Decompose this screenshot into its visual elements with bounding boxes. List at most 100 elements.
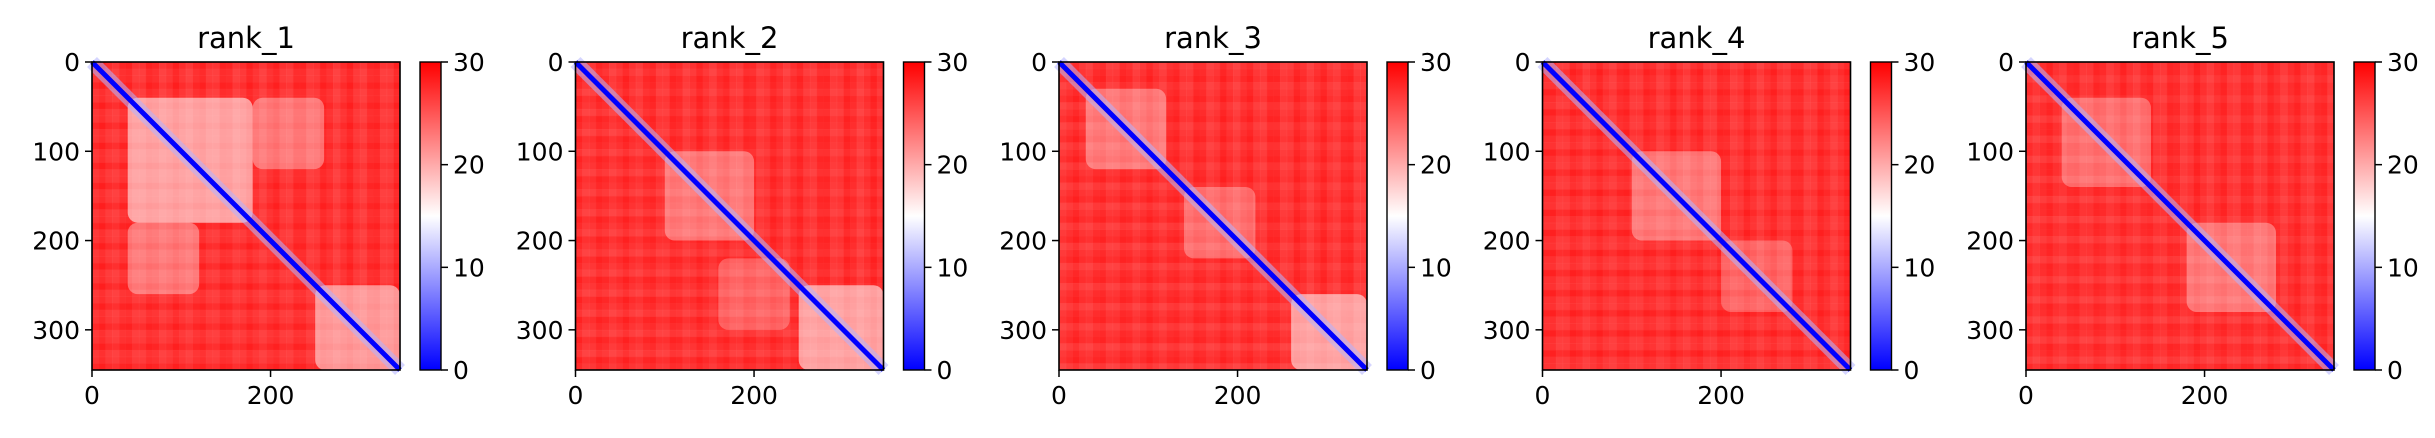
axes-frame [1058, 61, 1368, 371]
heatmap-col-band [2206, 62, 2215, 370]
heatmap-col-band [863, 62, 871, 370]
heatmap-col-band [1166, 62, 1174, 370]
heatmap-col-band [1629, 62, 1637, 370]
heatmap-col-band [2246, 62, 2255, 370]
heatmap-row-band [2026, 68, 2334, 76]
heatmap-col-band [1669, 62, 1678, 370]
colorbar-tick-label: 20 [2387, 151, 2419, 180]
heatmap-row-band [1059, 262, 1367, 271]
heatmap-col-band [1072, 62, 1080, 370]
heatmap-col-band [2153, 62, 2161, 370]
heatmap-row-band [1542, 282, 1851, 291]
heatmap-row-band [575, 189, 884, 197]
heatmap-row-band [1542, 349, 1851, 358]
heatmap-col-band [386, 62, 394, 370]
y-tick-label: 0 [1031, 48, 1047, 77]
heatmap-row-band [1059, 303, 1367, 311]
heatmap-row-band [2026, 242, 2334, 251]
heatmap-row-band [575, 276, 884, 284]
heatmap-col-band [1596, 62, 1604, 370]
heatmap-col-band [1159, 62, 1167, 370]
heatmap-row-band [575, 68, 884, 76]
heatmap-col-band [655, 62, 664, 370]
heatmap-row-band [1542, 303, 1851, 311]
heatmap-row-band [1542, 155, 1851, 164]
heatmap-col-band [608, 62, 617, 370]
heatmap-row-band [2026, 309, 2334, 318]
heatmap-row-band [92, 88, 400, 97]
heatmap-col-band [2280, 62, 2288, 370]
heatmap-row-band [92, 222, 400, 230]
colorbar-tick-label: 0 [1420, 356, 1436, 385]
colorbar [1869, 61, 1893, 371]
heatmap-col-band [2307, 62, 2315, 370]
heatmap-row-band [1542, 242, 1851, 251]
heatmap-row-band [1059, 88, 1367, 97]
heatmap-col-band [2039, 62, 2047, 370]
heatmap-col-band [1763, 62, 1771, 370]
heatmap-col-band [2320, 62, 2328, 370]
heatmap-row-band [1542, 329, 1851, 338]
heatmap-col-band [92, 62, 100, 370]
heatmap-row-band [2026, 229, 2334, 237]
heatmap-row-band [1542, 276, 1851, 284]
heatmap-row-band [1059, 316, 1367, 324]
heatmap-col-band [1743, 62, 1751, 370]
heatmap-row-band [92, 336, 400, 344]
heatmap-row-band [1542, 309, 1851, 318]
heatmap-col-band [2287, 62, 2295, 370]
heatmap-row-band [1542, 175, 1851, 184]
heatmap-row-band [1542, 149, 1851, 157]
heatmap-col-band [1226, 62, 1234, 370]
heatmap-row-band [1542, 189, 1851, 197]
colorbar-tick-label: 30 [453, 48, 485, 77]
heatmap-row-band [1542, 82, 1851, 90]
heatmap-col-band [1293, 62, 1301, 370]
colorbar-tick-label: 10 [1420, 253, 1452, 282]
heatmap-col-band [1555, 62, 1564, 370]
heatmap-row-band [575, 269, 884, 277]
heatmap-row-band [2026, 262, 2334, 271]
heatmap-row-band [2026, 329, 2334, 338]
y-tick-label: 0 [1998, 48, 2014, 77]
heatmap-col-band [1790, 62, 1798, 370]
heatmap-col-band [2260, 62, 2268, 370]
heatmap-row-band [575, 309, 884, 318]
panel-5: rank_5 0 200 0 100 200 300 0 10 20 30 [1966, 21, 2419, 410]
heatmap-row-band [575, 75, 884, 83]
heatmap-row-band [92, 289, 400, 297]
heatmap-row-band [1542, 102, 1851, 110]
heatmap-row-band [1542, 323, 1851, 331]
heatmap-row-band [575, 122, 884, 130]
heatmap-col-band [1152, 62, 1161, 370]
heatmap-row-band [2026, 122, 2334, 130]
heatmap-low-error-region [127, 222, 200, 295]
heatmap-col-band [870, 62, 878, 370]
y-tick-label: 100 [1966, 137, 2014, 166]
heatmap-row-band [575, 155, 884, 164]
heatmap-col-band [2226, 62, 2235, 370]
heatmap-col-band [2327, 62, 2335, 370]
heatmap-diagonal [90, 60, 402, 372]
heatmap-row-band [2026, 336, 2334, 344]
heatmap-col-band [373, 62, 381, 370]
heatmap-row-band [1542, 296, 1851, 304]
heatmap-col-band [105, 62, 113, 370]
heatmap-row-band [1542, 195, 1851, 204]
heatmap-col-band [1300, 62, 1308, 370]
heatmap-col-band [675, 62, 684, 370]
heatmap-col-band [588, 62, 597, 370]
heatmap-row-band [1059, 256, 1367, 264]
heatmap-row-band [1542, 75, 1851, 83]
heatmap-row-band [575, 182, 884, 190]
heatmap-row-band [575, 282, 884, 291]
heatmap-col-band [339, 62, 348, 370]
heatmap-col-band [326, 62, 334, 370]
heatmap-col-band [2113, 62, 2121, 370]
heatmap-col-band [1783, 62, 1791, 370]
heatmap-col-band [1313, 62, 1321, 370]
heatmap-col-band [299, 62, 307, 370]
heatmap-row-band [1059, 242, 1367, 251]
heatmap-low-error-region [252, 97, 325, 170]
heatmap-row-band [575, 229, 884, 237]
